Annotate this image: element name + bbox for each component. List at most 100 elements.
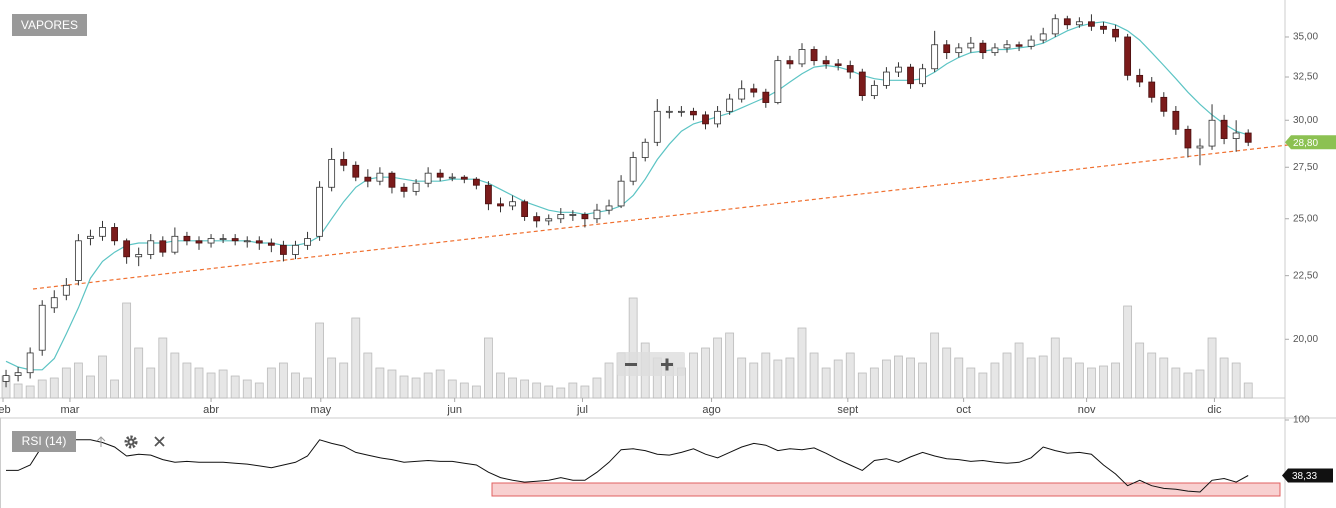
zoom-in[interactable] xyxy=(661,358,673,371)
candle-body xyxy=(943,44,951,54)
zoom-out[interactable] xyxy=(625,363,637,366)
candle-body xyxy=(1232,132,1240,139)
close-icon[interactable] xyxy=(154,436,165,447)
candle-body xyxy=(1051,18,1059,35)
candle-body xyxy=(460,176,468,180)
candle-body xyxy=(376,172,384,182)
symbol-button[interactable]: VAPORES xyxy=(12,14,87,36)
volume-bar xyxy=(49,377,59,399)
candle-body xyxy=(702,114,709,125)
candle-body xyxy=(207,238,215,244)
volume-bar xyxy=(978,372,988,399)
volume-bar xyxy=(833,359,843,399)
candle-body xyxy=(557,214,565,220)
volume-bar xyxy=(1195,369,1205,399)
candle-body xyxy=(617,180,625,207)
volume-bar xyxy=(1123,305,1133,399)
volume-bar xyxy=(387,369,397,399)
candle-body xyxy=(123,240,131,258)
volume-layer xyxy=(1,297,1253,399)
candle-body xyxy=(521,201,529,217)
volume-bar xyxy=(327,357,337,399)
candle-body xyxy=(822,60,830,65)
candle-body xyxy=(1124,36,1132,76)
volume-bar xyxy=(170,352,180,399)
volume-bar xyxy=(1171,367,1181,399)
candle-body xyxy=(243,240,251,243)
settings-icon[interactable] xyxy=(124,435,138,449)
candle-body xyxy=(147,240,155,255)
candle-body xyxy=(328,159,336,188)
rsi-zone xyxy=(491,482,1281,497)
x-tick-label: mar xyxy=(60,404,79,416)
volume-bar xyxy=(423,372,433,399)
candle-body xyxy=(111,227,118,242)
volume-bar xyxy=(375,367,385,399)
volume-bar xyxy=(1099,365,1108,399)
candle-body xyxy=(412,182,420,192)
candle-body xyxy=(1112,28,1119,38)
volume-bar xyxy=(544,385,554,399)
candle-body xyxy=(74,240,82,281)
candle-body xyxy=(907,66,914,85)
volume-bar xyxy=(339,362,349,399)
candle-body xyxy=(436,172,444,178)
candle-body xyxy=(726,98,734,112)
rsi-last-label: 38,33 xyxy=(1292,471,1317,482)
candle-body xyxy=(533,216,541,222)
candle-body xyxy=(1027,39,1035,47)
candle-body xyxy=(677,110,685,113)
volume-bar xyxy=(266,367,276,399)
candle-body xyxy=(629,157,637,182)
gear xyxy=(124,435,138,449)
x-tick-label: may xyxy=(310,404,331,416)
candle-body xyxy=(448,176,456,179)
y-tick-label: 35,00 xyxy=(1293,32,1318,43)
x-tick-label: jul xyxy=(576,404,588,416)
volume-bar xyxy=(532,382,542,399)
volume-bar xyxy=(37,379,47,399)
move-icon[interactable] xyxy=(96,436,106,447)
candle-body xyxy=(1063,18,1071,26)
volume-bar xyxy=(568,382,578,399)
rsi-button[interactable]: RSI (14) xyxy=(12,431,76,452)
volume-bar xyxy=(954,357,964,399)
volume-bar xyxy=(411,377,421,399)
volume-bar xyxy=(725,332,735,399)
volume-bar xyxy=(1231,362,1241,399)
candle-body xyxy=(605,205,613,211)
volume-bar xyxy=(1026,357,1036,399)
candle-body xyxy=(255,240,263,244)
price-layer xyxy=(2,14,1252,388)
candle-body xyxy=(231,238,239,242)
volume-bar xyxy=(1135,342,1145,399)
candle-body xyxy=(183,235,191,242)
candle-body xyxy=(400,186,408,192)
volume-bar xyxy=(966,367,976,399)
candle-body xyxy=(280,244,287,255)
volume-bar xyxy=(713,337,722,399)
candle-body xyxy=(653,110,661,143)
volume-bar xyxy=(894,355,903,399)
volume-bar xyxy=(1002,352,1012,399)
y-tick-label: 27,50 xyxy=(1293,162,1318,173)
volume-bar xyxy=(1062,357,1072,399)
candle-body xyxy=(14,372,22,376)
symbol-bg xyxy=(12,14,87,36)
candle-body xyxy=(593,209,601,220)
volume-bar xyxy=(773,359,783,399)
volume-bar xyxy=(435,369,445,399)
volume-bar xyxy=(496,372,505,399)
candle-body xyxy=(1136,74,1144,83)
candle-body xyxy=(1148,81,1156,98)
zoom-controls[interactable] xyxy=(617,352,685,376)
volume-bar xyxy=(110,379,119,399)
y-tick-label: 100 xyxy=(1293,415,1310,426)
candle-body xyxy=(895,66,902,73)
volume-bar xyxy=(134,347,144,399)
volume-bar xyxy=(930,332,940,399)
volume-bar xyxy=(291,372,300,399)
candle-body xyxy=(810,49,818,62)
candle-body xyxy=(424,172,432,184)
